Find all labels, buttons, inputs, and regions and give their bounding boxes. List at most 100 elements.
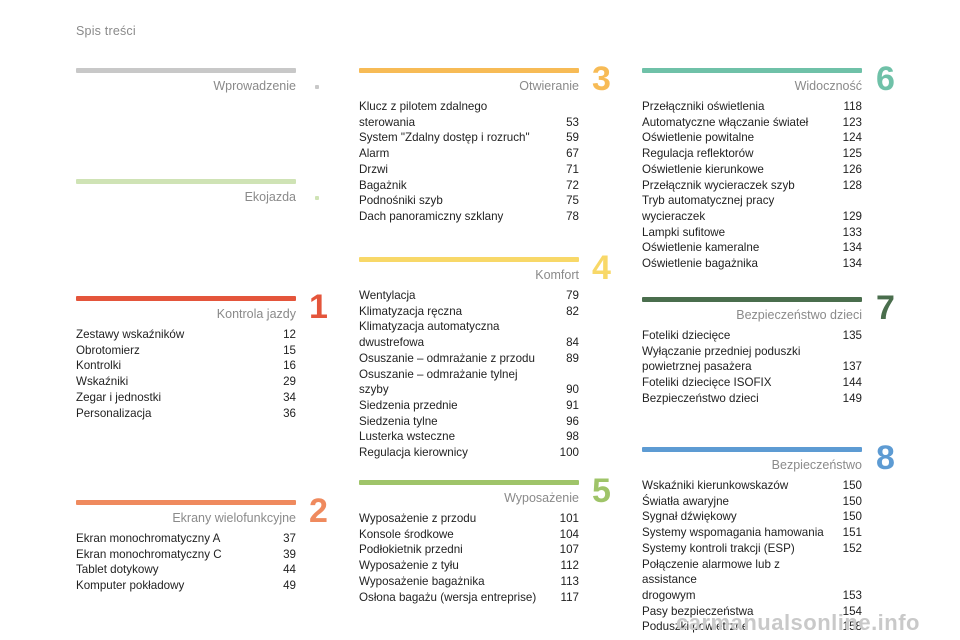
watermark: carmanualsonline.info [676,610,920,635]
toc-entry-label: Bezpieczeństwo dzieci [642,391,759,405]
toc-entry[interactable]: Oświetlenie bagażnika 134 [642,256,862,272]
section-title: Bezpieczeństwo [771,458,862,472]
toc-entry[interactable]: Systemy wspomagania hamowania 151 [642,525,862,541]
toc-entry-label: Wentylacja [359,289,416,302]
section-number-6: 6 [876,60,895,98]
toc-entry[interactable]: Przełączniki oświetlenia 118 [642,99,862,115]
toc-entry-label: Konsole środkowe [359,527,454,541]
toc-entry-page: 15 [283,343,296,357]
section-marker-intro [315,85,319,89]
section-5[interactable]: Wyposażenie Wyposażenie z przodu 101 Konso… [359,480,579,605]
toc-entry[interactable]: Wyposażenie z tyłu 112 [359,558,579,574]
toc-entry[interactable]: Sygnał dźwiękowy 150 [642,509,862,525]
toc-entry[interactable]: Osłona bagażu (wersja entreprise) 117 [359,590,579,606]
toc-entry[interactable]: Osuszanie – odmrażanie z przodu 89 [359,351,579,367]
toc-entry-label: Bagażnik [359,178,407,192]
toc-entry-label: Dach panoramiczny szklany [359,209,504,223]
toc-entry[interactable]: Klimatyzacja ręczna 82 [359,304,579,320]
toc-entry[interactable]: Pasy bezpieczeństwa 154 [642,604,862,620]
section-intro[interactable]: Wprowadzenie [76,68,296,99]
toc-entry-page: 101 [559,512,579,525]
toc-entry[interactable]: System "Zdalny dostęp i rozruch" 59 [359,130,579,146]
toc-entry[interactable]: Zegar i jednostki 34 [76,390,296,406]
toc-entry[interactable]: Bezpieczeństwo dzieci 149 [642,391,862,407]
toc-entry-page: 79 [566,289,579,302]
toc-entry[interactable]: Foteliki dziecięce 135 [642,328,862,344]
section-eco[interactable]: Ekojazda [76,179,296,210]
toc-entry[interactable]: Wyposażenie z przodu 101 [359,511,579,527]
toc-entry[interactable]: Komputer pokładowy 49 [76,578,296,594]
toc-entry[interactable]: Systemy kontroli trakcji (ESP) 152 [642,541,862,557]
toc-entry[interactable]: Przełącznik wycieraczek szyb 128 [642,178,862,194]
toc-entry[interactable]: Ekran monochromatyczny C 39 [76,547,296,563]
toc-entry[interactable]: Podłokietnik przedni 107 [359,542,579,558]
toc-entry-label: Regulacja kierownicy [359,446,468,460]
toc-entry[interactable]: Wskaźniki kierunkowskazów 150 [642,478,862,494]
toc-entry[interactable]: Wskaźniki 29 [76,374,296,390]
section-number-7: 7 [876,289,895,327]
toc-entry-page: 153 [842,588,862,602]
section-2[interactable]: Ekrany wielofunkcyjne Ekran monochromaty… [76,500,296,594]
toc-entry[interactable]: Wentylacja 79 [359,288,579,304]
toc-entry-page: 71 [566,162,579,176]
toc-entry[interactable]: Oświetlenie powitalne 124 [642,130,862,146]
toc-entry[interactable]: Zestawy wskaźników 12 [76,327,296,343]
toc-entry[interactable]: Alarm 67 [359,146,579,162]
section-3[interactable]: Otwieranie Klucz z pilotem zdalnego ster… [359,68,579,225]
toc-entry[interactable]: Foteliki dziecięce ISOFIX 144 [642,375,862,391]
section-8[interactable]: Bezpieczeństwo Wskaźniki kierunkowskazów… [642,447,862,635]
toc-entry[interactable]: Obrotomierz 15 [76,343,296,359]
toc-entry-label: Tablet dotykowy [76,563,159,577]
toc-entry-page: 53 [566,115,579,129]
toc-list: Wentylacja 79 Klimatyzacja ręczna 82 Klimaty… [359,288,579,461]
toc-entry[interactable]: Poduszki powietrzne 158 [642,619,862,635]
toc-entry[interactable]: Tablet dotykowy 44 [76,562,296,578]
toc-entry-page: 150 [842,510,862,524]
toc-entry[interactable]: Personalizacja 36 [76,406,296,422]
toc-entry-label: System "Zdalny dostęp i rozruch" [359,131,530,145]
section-7[interactable]: Bezpieczeństwo dzieci Foteliki dziecięce… [642,297,862,407]
toc-entry-page: 100 [559,446,579,460]
section-1[interactable]: Kontrola jazdy Zestawy wskaźników 12 Obrot… [76,296,296,421]
toc-entry[interactable]: Siedzenia tylne 96 [359,414,579,430]
toc-entry-page: 37 [283,532,296,545]
toc-entry-label: Pasy bezpieczeństwa [642,604,754,618]
toc-entry-label: Personalizacja [76,406,152,420]
toc-entry-label: Klimatyzacja automatyczna dwustrefowa [359,320,500,350]
toc-entry[interactable]: Konsole środkowe 104 [359,527,579,543]
toc-entry[interactable]: Regulacja kierownicy 100 [359,445,579,461]
toc-entry[interactable]: Osuszanie – odmrażanie tylnej szyby 90 [359,367,579,398]
toc-entry[interactable]: Podnośniki szyb 75 [359,193,579,209]
toc-entry-page: 117 [560,590,579,604]
toc-entry[interactable]: Wyłączanie przedniej poduszki powietrzne… [642,344,862,375]
toc-entry[interactable]: Bagażnik 72 [359,178,579,194]
toc-entry[interactable]: Regulacja reflektorów 125 [642,146,862,162]
toc-entry[interactable]: Lampki sufitowe 133 [642,225,862,241]
toc-entry[interactable]: Tryb automatycznej pracy wycieraczek 129 [642,193,862,224]
section-4[interactable]: Komfort Wentylacja 79 Klimatyzacja ręczna 8… [359,257,579,461]
toc-entry[interactable]: Klucz z pilotem zdalnego sterowania 53 [359,99,579,130]
section-6[interactable]: Widoczność Przełączniki oświetlenia 118 Au… [642,68,862,272]
toc-entry-page: 134 [842,257,862,271]
toc-entry[interactable]: Dach panoramiczny szklany 78 [359,209,579,225]
toc-entry[interactable]: Wyposażenie bagażnika 113 [359,574,579,590]
toc-entry-page: 16 [283,359,296,373]
toc-entry[interactable]: Światła awaryjne 150 [642,494,862,510]
toc-entry[interactable]: Lusterka wsteczne 98 [359,429,579,445]
toc-entry[interactable]: Połączenie alarmowe lub z assistance dro… [642,557,862,604]
toc-entry-label: Foteliki dziecięce ISOFIX [642,376,772,390]
toc-entry[interactable]: Oświetlenie kameralne 134 [642,240,862,256]
toc-entry-page: 118 [843,100,862,113]
toc-entry-label: Osłona bagażu (wersja entreprise) [359,590,537,604]
toc-entry[interactable]: Oświetlenie kierunkowe 126 [642,162,862,178]
toc-entry-label: Wskaźniki kierunkowskazów [642,479,789,492]
toc-entry[interactable]: Siedzenia przednie 91 [359,398,579,414]
toc-entry-page: 91 [566,398,579,412]
toc-entry-page: 104 [559,527,579,541]
toc-entry[interactable]: Kontrolki 16 [76,358,296,374]
toc-entry[interactable]: Automatyczne włączanie świateł 123 [642,115,862,131]
toc-entry[interactable]: Ekran monochromatyczny A 37 [76,531,296,547]
toc-entry[interactable]: Drzwi 71 [359,162,579,178]
toc-entry[interactable]: Klimatyzacja automatyczna dwustrefowa 84 [359,319,579,350]
toc-entry-page: 149 [842,391,862,405]
